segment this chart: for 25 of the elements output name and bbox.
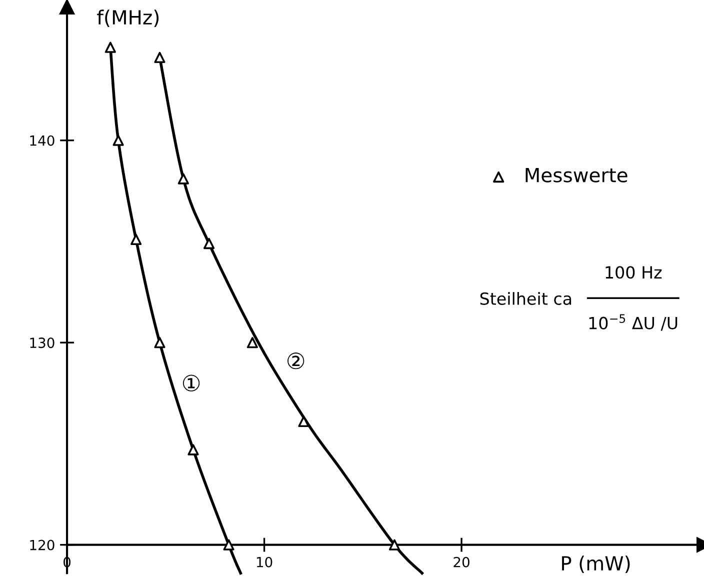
y-axis-title: f(MHz): [97, 10, 159, 27]
point: [246, 337, 258, 348]
annotation: ②: [288, 352, 304, 370]
point: [178, 173, 189, 184]
point: [104, 42, 116, 53]
x-tick-label: 20: [454, 556, 470, 568]
point: [223, 539, 234, 550]
point: [388, 539, 400, 550]
legend-label: Messwerte: [526, 168, 628, 182]
y-tick-label: 120: [30, 540, 54, 550]
annotation: Steilheit ca: [480, 292, 572, 305]
point: [154, 337, 166, 348]
y-tick-label: 140: [30, 135, 54, 146]
point: [203, 238, 215, 250]
point: [112, 134, 124, 146]
annotation: 10$^{−5}$ ΔU /U: [589, 314, 678, 331]
point: [298, 416, 310, 428]
annotation: ①: [182, 374, 200, 392]
annotation: 100 Hz: [606, 266, 662, 279]
x-axis-title: P (mW): [562, 556, 630, 573]
point: [154, 52, 166, 64]
point: [188, 444, 199, 456]
x-tick-label: 10: [256, 556, 272, 568]
y-tick-label: 130: [30, 338, 54, 348]
point: [130, 234, 142, 246]
